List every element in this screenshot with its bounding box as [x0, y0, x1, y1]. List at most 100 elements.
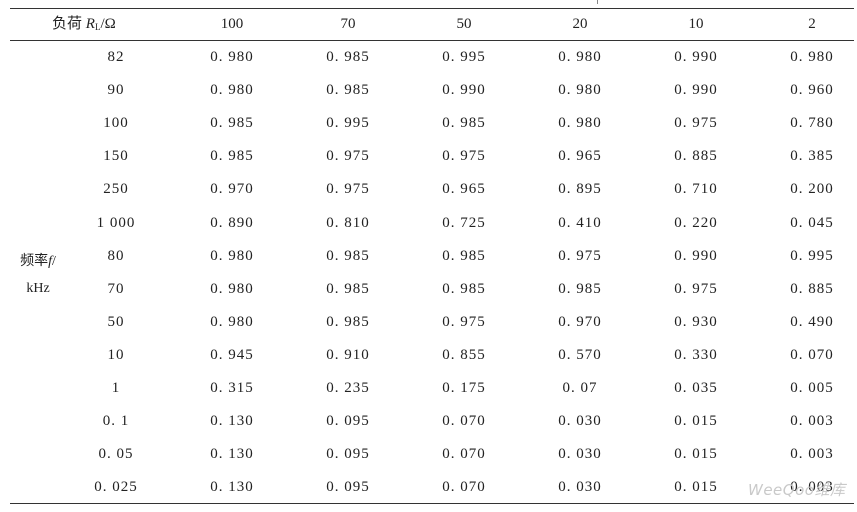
table-cell-value: 0. 410 — [558, 215, 602, 231]
table-cell-value: 0. 070 — [442, 413, 486, 429]
table-cell-value: 0. 725 — [442, 215, 486, 231]
row-frequency: 0. 025 — [94, 479, 138, 495]
load-label: 负荷 — [52, 16, 83, 32]
row-frequency: 1 000 — [96, 215, 136, 231]
table-cell-value: 0. 07 — [562, 380, 598, 396]
table-cell-value: 0. 910 — [326, 347, 370, 363]
frequency-label-prefix: 频率 — [20, 254, 49, 269]
table-cell-value: 0. 003 — [790, 446, 834, 462]
frequency-symbol: f — [48, 254, 52, 269]
table-cell-value: 0. 990 — [674, 82, 718, 98]
load-symbol: R — [85, 16, 95, 32]
table-cell-value: 0. 030 — [558, 479, 602, 495]
table-cell-value: 0. 985 — [442, 281, 486, 297]
table-cell-value: 0. 995 — [442, 49, 486, 65]
table-cell-value: 0. 965 — [558, 148, 602, 164]
table-cell-value: 0. 985 — [210, 115, 254, 131]
column-header-load: 20 — [572, 16, 588, 32]
row-frequency: 0. 05 — [98, 446, 134, 462]
table-cell-value: 0. 980 — [210, 82, 254, 98]
table-cell-value: 0. 070 — [442, 479, 486, 495]
table-cell-value: 0. 045 — [790, 215, 834, 231]
row-frequency: 100 — [103, 115, 129, 131]
table-cell-value: 0. 130 — [210, 413, 254, 429]
frequency-label-line1: 频率f/ — [10, 248, 66, 275]
table-cell-value: 0. 005 — [790, 380, 834, 396]
load-header: 负荷 RL/Ω — [52, 12, 116, 36]
table-cell-value: 0. 985 — [326, 49, 370, 65]
table-cell-value: 0. 030 — [558, 413, 602, 429]
row-frequency: 150 — [103, 148, 129, 164]
table-cell-value: 0. 490 — [790, 314, 834, 330]
column-header-load: 70 — [340, 16, 356, 32]
table-cell-value: 0. 035 — [674, 380, 718, 396]
table-cell-value: 0. 985 — [558, 281, 602, 297]
table-cell-value: 0. 015 — [674, 413, 718, 429]
table-cell-value: 0. 975 — [326, 181, 370, 197]
table-cell-value: 0. 200 — [790, 181, 834, 197]
table-cell-value: 0. 990 — [674, 248, 718, 264]
table-cell-value: 0. 980 — [790, 49, 834, 65]
table-cell-value: 0. 985 — [326, 281, 370, 297]
table-cell-value: 0. 710 — [674, 181, 718, 197]
table-cell-value: 0. 945 — [210, 347, 254, 363]
table-cell-value: 0. 980 — [210, 314, 254, 330]
table-cell-value: 0. 975 — [558, 248, 602, 264]
table-cell-value: 0. 960 — [790, 82, 834, 98]
table-cell-value: 0. 990 — [674, 49, 718, 65]
table-cell-value: 0. 070 — [442, 446, 486, 462]
table-cell-value: 0. 980 — [558, 82, 602, 98]
load-unit: /Ω — [100, 16, 116, 32]
row-frequency: 1 — [111, 380, 121, 396]
table-cell-value: 0. 975 — [442, 148, 486, 164]
table-cell-value: 0. 985 — [442, 248, 486, 264]
row-frequency: 0. 1 — [102, 413, 130, 429]
table-cell-value: 0. 885 — [790, 281, 834, 297]
table-cell-value: 0. 980 — [558, 115, 602, 131]
column-header-load: 50 — [456, 16, 472, 32]
table-cell-value: 0. 130 — [210, 479, 254, 495]
row-frequency: 82 — [107, 49, 125, 65]
table-cell-value: 0. 030 — [558, 446, 602, 462]
table-cell-value: 0. 175 — [442, 380, 486, 396]
table-cell-value: 0. 220 — [674, 215, 718, 231]
column-header-load: 10 — [688, 16, 704, 32]
table-cell-value: 0. 970 — [210, 181, 254, 197]
table-cell-value: 0. 003 — [790, 479, 834, 495]
table-cell-value: 0. 315 — [210, 380, 254, 396]
column-header-load: 100 — [220, 16, 244, 32]
load-subscript: L — [94, 22, 101, 32]
table-cell-value: 0. 780 — [790, 115, 834, 131]
table-cell-value: 0. 003 — [790, 413, 834, 429]
row-frequency: 10 — [107, 347, 125, 363]
table-cell-value: 0. 985 — [442, 115, 486, 131]
table-cell-value: 0. 975 — [326, 148, 370, 164]
row-frequency: 80 — [107, 248, 125, 264]
frequency-label-suffix: / — [52, 254, 56, 269]
table-cell-value: 0. 985 — [210, 148, 254, 164]
table-cell-value: 0. 235 — [326, 380, 370, 396]
table-cell-value: 0. 980 — [210, 281, 254, 297]
table-cell-value: 0. 975 — [674, 115, 718, 131]
table-cell-value: 0. 015 — [674, 446, 718, 462]
row-frequency: 50 — [107, 314, 125, 330]
row-frequency: 70 — [107, 281, 125, 297]
table-cell-value: 0. 930 — [674, 314, 718, 330]
table-cell-value: 0. 980 — [210, 248, 254, 264]
table-cell-value: 0. 015 — [674, 479, 718, 495]
table-cell-value: 0. 970 — [558, 314, 602, 330]
table-cell-value: 0. 965 — [442, 181, 486, 197]
table-cell-value: 0. 130 — [210, 446, 254, 462]
table-cell-value: 0. 975 — [442, 314, 486, 330]
table-cell-value: 0. 095 — [326, 479, 370, 495]
top-rule — [10, 8, 854, 9]
table-cell-value: 0. 330 — [674, 347, 718, 363]
frequency-label-line2: kHz — [26, 281, 50, 296]
row-frequency: 250 — [103, 181, 129, 197]
table-cell-value: 0. 855 — [442, 347, 486, 363]
table-cell-value: 0. 095 — [326, 413, 370, 429]
watermark: WeeQoo维库 — [748, 481, 846, 499]
table-cell-value: 0. 980 — [558, 49, 602, 65]
table-cell-value: 0. 975 — [674, 281, 718, 297]
